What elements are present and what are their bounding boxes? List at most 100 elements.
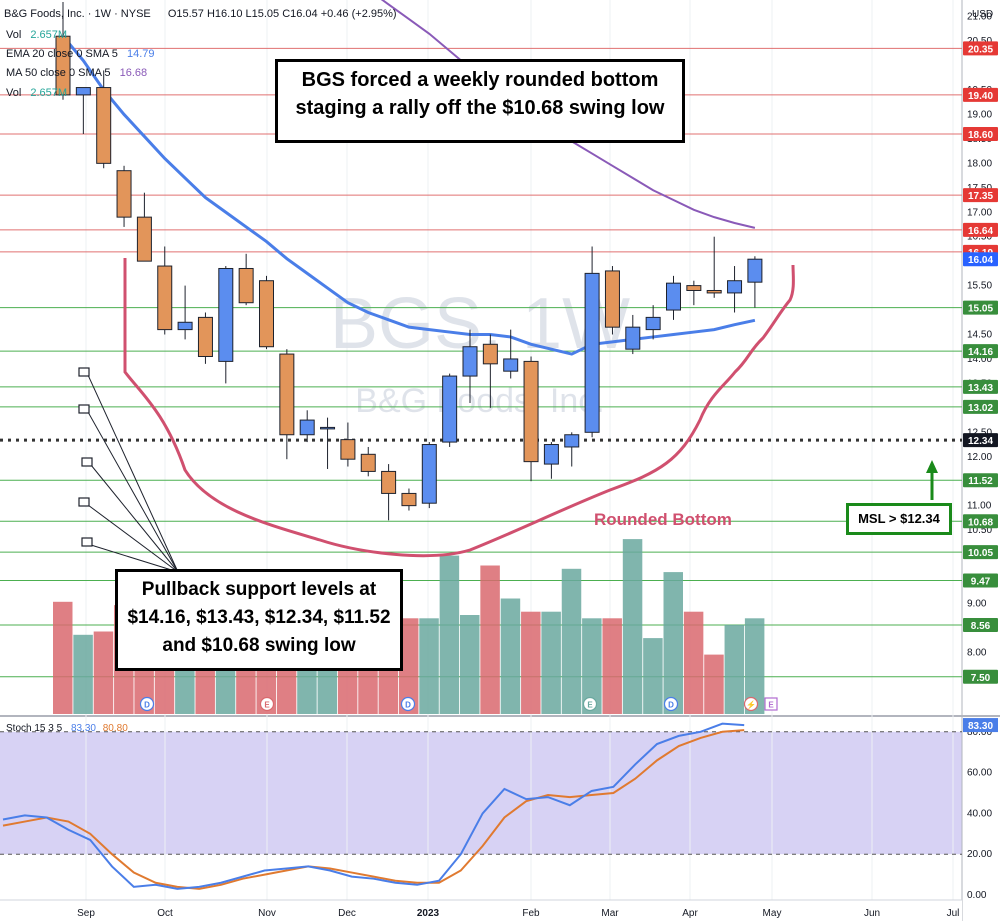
price-level-label: 19.40 bbox=[968, 91, 993, 102]
volume-bar bbox=[643, 638, 663, 714]
price-tick-label: 9.00 bbox=[967, 598, 987, 609]
pullback-marker bbox=[78, 404, 90, 414]
candle-up bbox=[584, 272, 600, 433]
volume-bar bbox=[53, 601, 73, 714]
event-badge-label: ⚡ bbox=[746, 700, 756, 710]
connector-line bbox=[87, 411, 179, 573]
candle-down bbox=[279, 353, 295, 436]
price-level-label: 11.52 bbox=[968, 476, 993, 487]
candle-down bbox=[157, 265, 173, 331]
price-level-badge bbox=[963, 344, 998, 359]
symbol-name[interactable]: B&G Foods, Inc. bbox=[4, 8, 85, 20]
time-tick-label: Apr bbox=[682, 908, 698, 919]
event-badge-label: E bbox=[587, 701, 593, 710]
candle-up bbox=[421, 444, 437, 504]
earnings-badge[interactable] bbox=[764, 697, 778, 711]
price-level-badge bbox=[963, 473, 998, 488]
watermark-name: B&G Foods, Inc. bbox=[355, 382, 604, 420]
time-tick-label: Jul bbox=[947, 908, 960, 919]
event-badge[interactable] bbox=[139, 696, 155, 712]
price-level-badge bbox=[963, 399, 998, 414]
dot-separator: · bbox=[87, 8, 95, 20]
connector-line bbox=[87, 504, 179, 573]
candle-down bbox=[604, 270, 620, 328]
time-tick-label: Feb bbox=[522, 908, 540, 919]
price-tick-label: 10.50 bbox=[967, 525, 992, 536]
candle-down bbox=[686, 285, 702, 291]
price-level-label: 16.64 bbox=[968, 226, 993, 237]
event-badge[interactable] bbox=[663, 696, 679, 712]
interval[interactable]: 1W bbox=[94, 8, 112, 20]
price-level-badge bbox=[963, 300, 998, 315]
event-badge[interactable] bbox=[743, 696, 759, 712]
event-badge-label: D bbox=[144, 701, 150, 710]
price-level-label: 10.05 bbox=[968, 548, 993, 559]
stoch-band bbox=[0, 731, 962, 855]
ohlc-values: O15.57 H16.10 L15.05 C16.04 +0.46 (+2.95… bbox=[167, 8, 397, 20]
candle-down bbox=[238, 267, 254, 304]
callout-support-levels: Pullback support levels at $14.16, $13.4… bbox=[115, 569, 403, 671]
price-level-label: 7.50 bbox=[971, 673, 991, 684]
price-level-label: 15.05 bbox=[968, 304, 993, 315]
stoch-tick-label: 20.00 bbox=[967, 849, 992, 860]
pullback-marker bbox=[78, 367, 90, 377]
time-tick-label: 2023 bbox=[417, 908, 440, 919]
price-level-label: 16.04 bbox=[968, 255, 993, 266]
volume-bar bbox=[582, 618, 602, 714]
price-tick-label: 12.00 bbox=[967, 452, 992, 463]
callout-rounded-bottom: BGS forced a weekly rounded bottom stagi… bbox=[275, 59, 685, 143]
stoch-header[interactable]: Stoch 15 3 5 83.30 80.80 bbox=[6, 723, 128, 734]
candle-up bbox=[645, 316, 661, 331]
time-tick-label: Oct bbox=[157, 908, 173, 919]
event-badge[interactable] bbox=[582, 696, 598, 712]
candle-down bbox=[706, 289, 722, 294]
indicator-ema[interactable]: EMA 20 close 0 SMA 5 14.79 bbox=[6, 48, 155, 60]
indicator-volume[interactable]: Vol 2.657M bbox=[6, 29, 68, 41]
volume-bar bbox=[419, 618, 439, 714]
candle-down bbox=[259, 280, 274, 348]
price-tick-label: 18.00 bbox=[967, 158, 992, 169]
price-tick-label: 11.00 bbox=[967, 501, 992, 512]
candle-down bbox=[340, 439, 356, 460]
rounded-bottom-curve bbox=[123, 258, 795, 558]
price-tick-label: 15.50 bbox=[967, 281, 992, 292]
candle-down bbox=[55, 35, 71, 96]
price-level-label: 10.68 bbox=[968, 517, 993, 528]
event-badge[interactable] bbox=[400, 696, 416, 712]
event-badge-label: D bbox=[668, 701, 674, 710]
price-level-label: 14.16 bbox=[968, 347, 993, 358]
event-badge[interactable] bbox=[259, 696, 275, 712]
volume-bar bbox=[663, 572, 683, 714]
pullback-marker bbox=[81, 457, 93, 467]
indicator-ma[interactable]: MA 50 close 0 SMA 5 16.68 bbox=[6, 67, 148, 79]
candle-down bbox=[482, 343, 498, 365]
volume-bar bbox=[744, 618, 765, 714]
candle-up bbox=[543, 444, 559, 465]
price-level-badge bbox=[963, 545, 998, 560]
chart-header: B&G Foods, Inc. · 1W · NYSE O15.57 H16.1… bbox=[4, 8, 397, 20]
time-tick-label: May bbox=[763, 908, 782, 919]
price-tick-label: 16.50 bbox=[967, 232, 992, 243]
volume-bar bbox=[480, 565, 500, 714]
volume-bar bbox=[704, 654, 724, 714]
volume-bar bbox=[602, 618, 622, 714]
stoch-k-badge bbox=[963, 718, 998, 733]
connector-line bbox=[87, 374, 179, 573]
candle-down bbox=[360, 453, 376, 472]
event-badge-label: E bbox=[264, 701, 270, 710]
price-level-label: 20.35 bbox=[968, 44, 993, 55]
time-tick-label: Mar bbox=[601, 908, 619, 919]
pullback-marker bbox=[78, 497, 90, 507]
candle-up bbox=[625, 326, 641, 350]
indicator-volume-2[interactable]: Vol 2.657M bbox=[6, 87, 68, 99]
price-level-badge bbox=[963, 669, 998, 684]
candle-up bbox=[218, 267, 234, 362]
price-level-badge bbox=[963, 617, 998, 632]
candle-up bbox=[727, 280, 743, 294]
price-level-badge bbox=[963, 433, 998, 448]
price-tick-label: 17.00 bbox=[967, 207, 992, 218]
price-level-label: 8.56 bbox=[971, 621, 991, 632]
candle-up bbox=[462, 346, 478, 377]
volume-bar bbox=[521, 611, 541, 714]
